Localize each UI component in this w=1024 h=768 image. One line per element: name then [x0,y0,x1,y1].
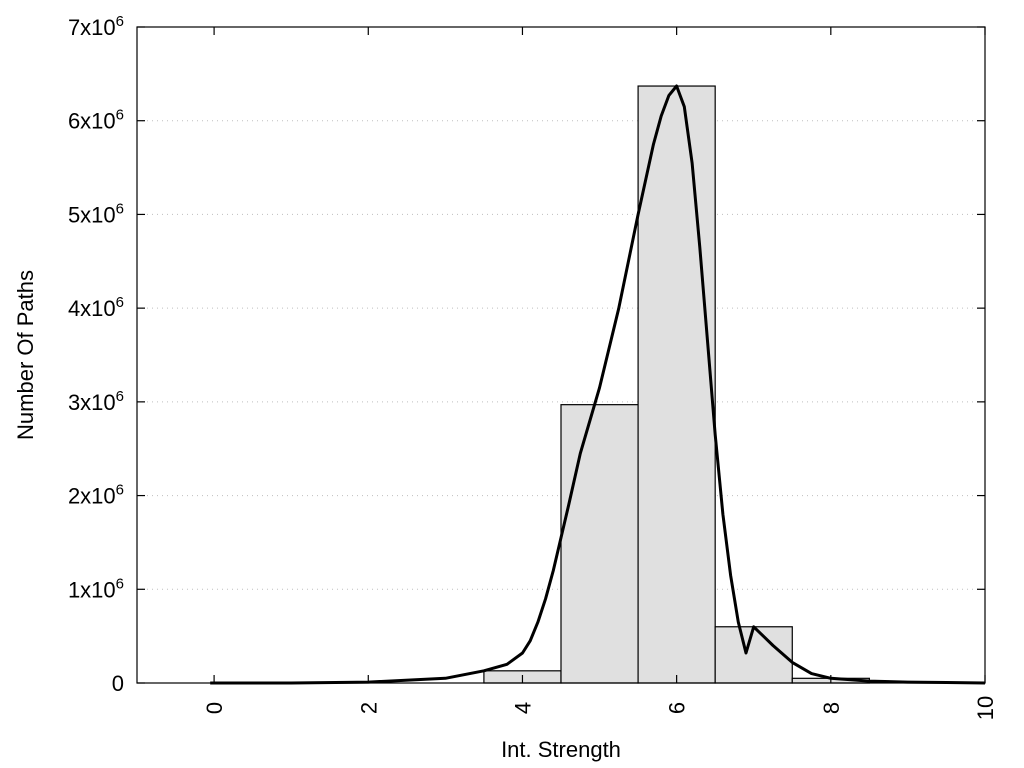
y-tick-label: 3x106 [68,388,124,415]
x-tick-label: 8 [819,702,844,714]
x-axis-title: Int. Strength [501,737,621,762]
y-tick-labels: 0 1x106 2x106 3x106 4x106 5x106 6x106 7x106 [68,13,124,696]
x-tick-labels: 0 2 4 6 8 10 [202,696,998,720]
y-tick-label: 5x106 [68,200,124,227]
x-tick-label: 0 [202,702,227,714]
histogram-bars [483,85,870,684]
histogram-bar [714,626,793,684]
y-tick-label: 0 [112,671,124,696]
y-tick-label: 7x106 [68,13,124,40]
fit-curve-group [210,84,986,685]
y-tick-label: 6x106 [68,107,124,134]
histogram-bar [560,404,639,684]
plot-frame [136,26,986,684]
y-axis-title: Number Of Paths [13,270,38,440]
y-tick-label: 2x106 [68,482,124,509]
histogram-bar [637,85,716,684]
axis-ticks [137,26,986,684]
x-tick-label: 6 [665,702,690,714]
y-tick-label: 1x106 [68,575,124,602]
x-tick-label: 2 [356,702,381,714]
x-tick-label: 4 [510,702,535,714]
y-tick-label: 4x106 [68,294,124,321]
fit-curve [210,84,986,685]
x-tick-label: 10 [973,696,998,720]
